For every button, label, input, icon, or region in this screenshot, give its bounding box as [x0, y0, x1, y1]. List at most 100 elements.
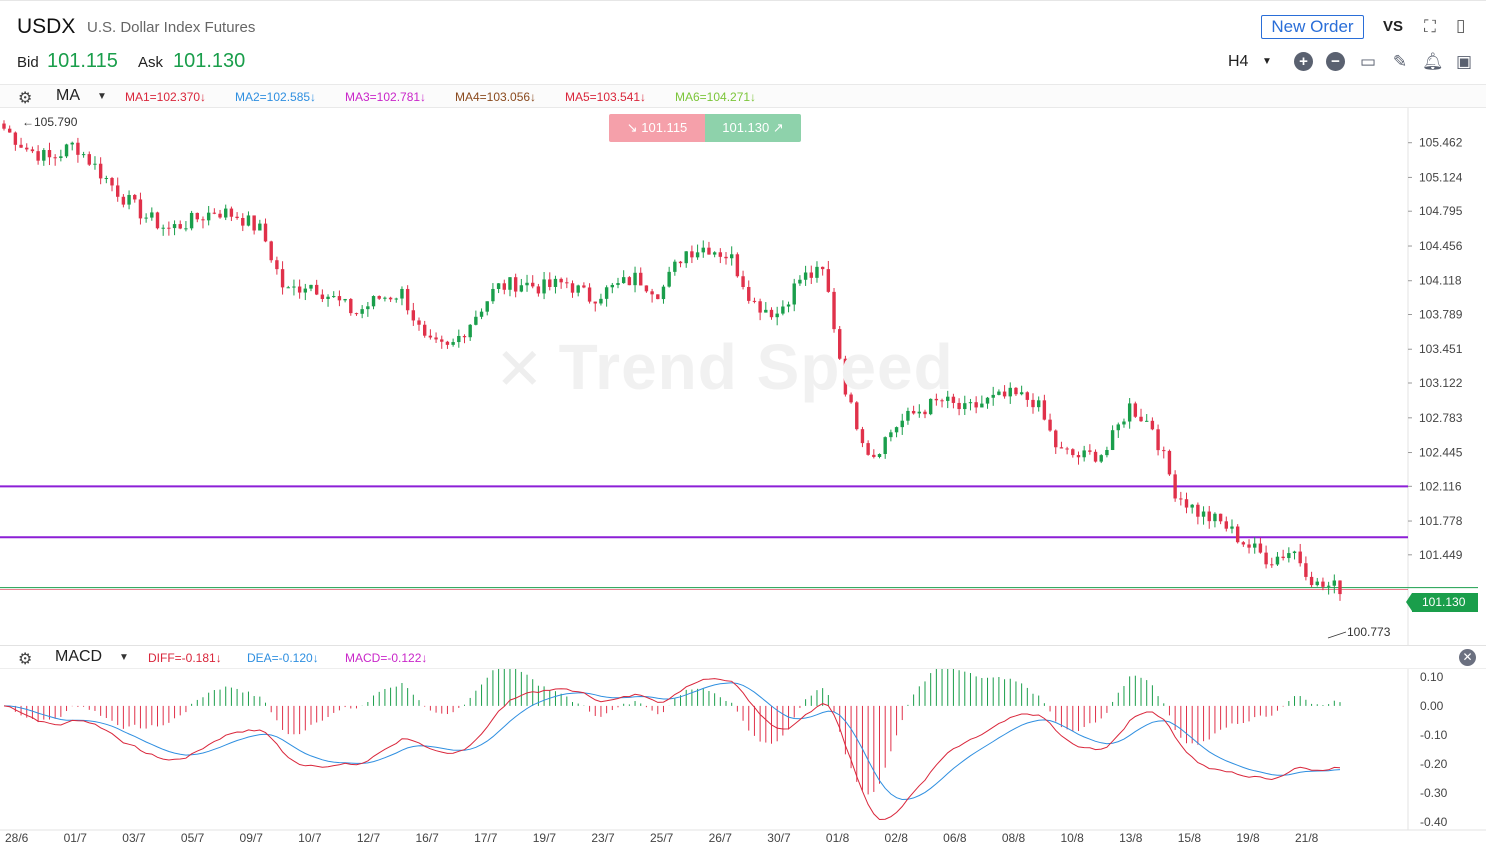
candle[interactable] — [332, 291, 336, 298]
candle[interactable] — [963, 395, 967, 415]
candle[interactable] — [394, 297, 398, 303]
candle[interactable] — [1218, 513, 1223, 525]
candle[interactable] — [1031, 393, 1035, 414]
candle[interactable] — [934, 393, 939, 406]
candle[interactable] — [417, 317, 421, 331]
candle[interactable] — [326, 294, 330, 307]
alert-bell-icon[interactable]: 🔔︎ — [1422, 52, 1444, 71]
candle[interactable] — [803, 265, 808, 286]
ma-indicator-name[interactable]: MA — [56, 87, 80, 104]
candle[interactable] — [1196, 502, 1200, 525]
quick-buy-button[interactable]: 101.130 ↗ — [705, 114, 801, 142]
candle[interactable] — [1230, 519, 1234, 534]
candle[interactable] — [1247, 539, 1251, 554]
candle[interactable] — [1156, 424, 1160, 456]
candle[interactable] — [741, 270, 745, 290]
macd-dropdown-caret-icon[interactable]: ▼ — [119, 652, 129, 663]
candle[interactable] — [81, 151, 86, 158]
candle[interactable] — [815, 261, 819, 283]
candle[interactable] — [946, 390, 950, 409]
candle[interactable] — [1309, 571, 1314, 588]
candle[interactable] — [1253, 537, 1257, 554]
candle[interactable] — [371, 295, 376, 310]
candle[interactable] — [1326, 581, 1331, 595]
candle[interactable] — [991, 386, 995, 406]
candle[interactable] — [479, 308, 484, 320]
candle[interactable] — [1315, 577, 1319, 587]
candle[interactable] — [502, 279, 506, 295]
candle[interactable] — [843, 355, 848, 397]
timeframe-selector[interactable]: H4 — [1228, 53, 1249, 70]
candle[interactable] — [1235, 524, 1240, 544]
candle[interactable] — [93, 156, 97, 170]
candle[interactable] — [1008, 382, 1012, 404]
candle[interactable] — [849, 392, 853, 404]
candle[interactable] — [195, 212, 199, 223]
candle[interactable] — [889, 429, 893, 442]
candle[interactable] — [491, 283, 495, 304]
candle[interactable] — [42, 148, 46, 166]
candle[interactable] — [485, 301, 489, 316]
new-order-button[interactable]: New Order — [1261, 15, 1364, 39]
candle[interactable] — [747, 280, 751, 304]
macd-settings-gear-icon[interactable]: ⚙ — [18, 651, 33, 668]
candle[interactable] — [798, 275, 802, 286]
candle[interactable] — [559, 277, 563, 289]
candle[interactable] — [758, 298, 762, 321]
candle[interactable] — [1190, 503, 1194, 514]
candle[interactable] — [201, 216, 205, 229]
candle[interactable] — [30, 146, 35, 154]
candle[interactable] — [343, 298, 347, 303]
candle[interactable] — [860, 426, 865, 448]
candle[interactable] — [440, 335, 444, 349]
candle[interactable] — [650, 288, 654, 303]
candle[interactable] — [144, 213, 148, 223]
candle[interactable] — [639, 267, 643, 286]
candle[interactable] — [366, 301, 370, 317]
candle[interactable] — [445, 340, 450, 349]
candle[interactable] — [587, 283, 592, 304]
candle[interactable] — [616, 277, 620, 289]
candle[interactable] — [258, 219, 262, 231]
candle[interactable] — [377, 295, 381, 300]
candle[interactable] — [411, 302, 416, 326]
candle[interactable] — [718, 248, 723, 264]
candle[interactable] — [405, 285, 410, 315]
candle[interactable] — [735, 252, 740, 278]
candle[interactable] — [224, 204, 228, 221]
candle[interactable] — [36, 145, 40, 165]
ma-settings-gear-icon[interactable]: ⚙ — [18, 90, 33, 107]
candle[interactable] — [968, 398, 973, 411]
candle[interactable] — [354, 312, 359, 316]
candle[interactable] — [1145, 414, 1149, 422]
panel-toggle-icon[interactable]: ▯ — [1456, 16, 1466, 35]
candle[interactable] — [610, 282, 615, 294]
candle[interactable] — [1076, 451, 1081, 465]
candle[interactable] — [917, 404, 922, 418]
candle[interactable] — [701, 240, 705, 258]
candle[interactable] — [1224, 516, 1228, 532]
candle[interactable] — [1110, 425, 1115, 451]
candle[interactable] — [422, 320, 427, 338]
candle[interactable] — [985, 396, 990, 409]
candle[interactable] — [974, 396, 978, 414]
candle[interactable] — [775, 306, 779, 326]
candle[interactable] — [940, 398, 944, 408]
candle[interactable] — [133, 193, 137, 203]
candle[interactable] — [1002, 385, 1007, 399]
candle[interactable] — [451, 338, 455, 347]
candle[interactable] — [1019, 385, 1024, 396]
candle[interactable] — [53, 154, 57, 166]
vs-button[interactable]: VS — [1383, 18, 1404, 35]
candle[interactable] — [519, 278, 524, 293]
candle[interactable] — [434, 332, 438, 343]
candle[interactable] — [1054, 429, 1058, 454]
candle[interactable] — [388, 296, 393, 303]
candle[interactable] — [712, 251, 717, 258]
candle[interactable] — [1207, 505, 1211, 529]
candle[interactable] — [7, 125, 12, 133]
candle[interactable] — [1332, 574, 1337, 594]
candle[interactable] — [542, 271, 546, 300]
candle[interactable] — [468, 323, 472, 341]
